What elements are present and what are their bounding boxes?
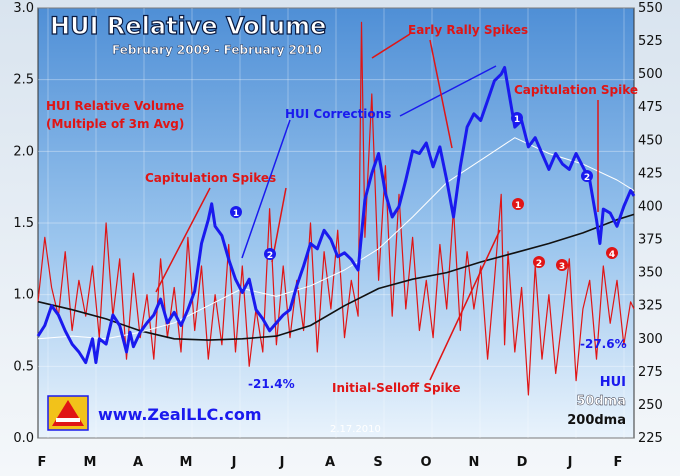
zeal-logo: [47, 395, 89, 431]
plot-area: [37, 7, 635, 439]
right-tick-label: 375: [638, 233, 663, 248]
right-tick-label: 400: [638, 199, 663, 214]
left-tick-label: 2.0: [13, 144, 34, 159]
left-tick-label: 1.5: [13, 216, 34, 231]
x-tick-label: J: [567, 455, 573, 470]
annotation-capitulation-spike: Capitulation Spike: [514, 83, 638, 97]
right-tick-label: 275: [638, 365, 663, 380]
left-axis: 0.0 0.5 1.0 1.5 2.0 2.5 3.0: [13, 1, 34, 446]
annotation-arrows: [155, 33, 599, 381]
date-stamp: 2.17.2010: [330, 424, 381, 435]
x-tick-label: A: [325, 455, 335, 470]
right-tick-label: 550: [638, 1, 663, 16]
svg-text:3: 3: [559, 262, 565, 272]
annotation-capitulation-spikes: Capitulation Spikes: [145, 171, 276, 185]
annotation-hui-corrections: HUI Corrections: [285, 107, 391, 121]
svg-text:2: 2: [584, 173, 590, 183]
x-tick-label: O: [420, 455, 431, 470]
right-tick-label: 350: [638, 266, 663, 281]
grid: [38, 7, 634, 439]
svg-text:1: 1: [233, 209, 239, 219]
blue-marker-4: 2: [581, 170, 593, 183]
x-tick-label: S: [373, 455, 382, 470]
right-tick-label: 300: [638, 332, 663, 347]
svg-text:1: 1: [514, 115, 520, 125]
right-tick-label: 325: [638, 299, 663, 314]
left-tick-label: 2.5: [13, 73, 34, 88]
svg-text:2: 2: [267, 251, 273, 261]
annotation-initial-selloff-spike: Initial-Selloff Spike: [332, 381, 460, 395]
legend-hui: HUI: [600, 375, 626, 390]
x-tick-label: M: [180, 455, 193, 470]
legend-50dma: 50dma: [576, 394, 626, 409]
red-marker-1: 1: [512, 198, 524, 211]
x-tick-label: J: [231, 455, 237, 470]
x-tick-label: D: [517, 455, 528, 470]
right-tick-label: 250: [638, 398, 663, 413]
x-tick-label: F: [614, 455, 623, 470]
x-tick-label: F: [38, 455, 47, 470]
annotation-drop-27: -27.6%: [580, 337, 627, 351]
left-tick-label: 0.0: [13, 431, 34, 446]
legend-200dma: 200dma: [567, 413, 626, 428]
red-marker-3: 3: [556, 259, 568, 272]
right-tick-label: 525: [638, 34, 663, 49]
series-line-hui: [36, 66, 636, 365]
right-tick-label: 225: [638, 431, 663, 446]
svg-text:4: 4: [609, 250, 615, 260]
red-marker-4: 4: [606, 247, 618, 260]
right-tick-label: 425: [638, 166, 663, 181]
blue-marker-2: 2: [264, 248, 276, 261]
chart-title: HUI Relative Volume: [50, 12, 326, 40]
svg-text:1: 1: [515, 201, 521, 211]
right-axis: 225 250 275 300 325 350 375 400 425 450 475 500 525 5…: [638, 1, 663, 446]
svg-text:2: 2: [536, 259, 542, 269]
left-axis-label-line2: (Multiple of 3m Avg): [46, 117, 184, 131]
annotation-early-rally-spikes: Early Rally Spikes: [408, 23, 528, 37]
x-tick-label: J: [279, 455, 285, 470]
left-tick-label: 3.0: [13, 1, 34, 16]
blue-marker-1: 1: [230, 206, 242, 219]
x-tick-label: N: [469, 455, 480, 470]
chart-subtitle: February 2009 - February 2010: [112, 43, 322, 57]
left-axis-label-line1: HUI Relative Volume: [46, 99, 184, 113]
left-tick-label: 1.0: [13, 288, 34, 303]
left-tick-label: 0.5: [13, 359, 34, 374]
annotation-drop-21: -21.4%: [248, 377, 295, 391]
right-tick-label: 475: [638, 100, 663, 115]
red-marker-2: 2: [533, 256, 545, 269]
blue-marker-3: 1: [511, 112, 523, 125]
right-tick-label: 450: [638, 133, 663, 148]
website-url: www.ZealLLC.com: [98, 405, 262, 424]
x-tick-label: M: [84, 455, 97, 470]
x-tick-label: A: [133, 455, 143, 470]
right-tick-label: 500: [638, 67, 663, 82]
